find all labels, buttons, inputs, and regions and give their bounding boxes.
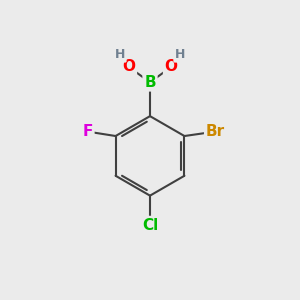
Text: O: O — [165, 59, 178, 74]
Text: B: B — [144, 75, 156, 90]
Text: F: F — [82, 124, 93, 139]
Text: Br: Br — [206, 124, 225, 139]
Text: H: H — [115, 48, 125, 61]
Text: O: O — [122, 59, 135, 74]
Text: Cl: Cl — [142, 218, 158, 232]
Text: H: H — [175, 48, 185, 61]
